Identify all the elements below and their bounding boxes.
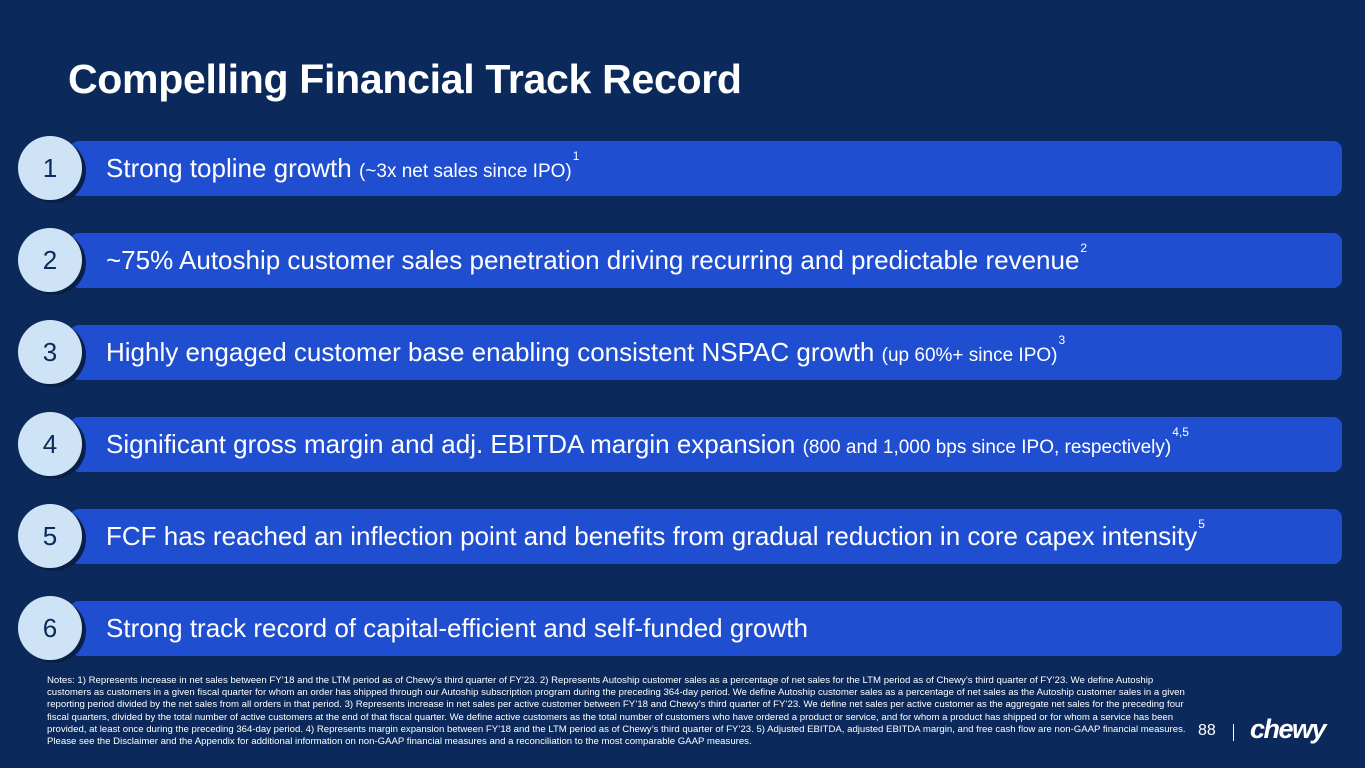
item-text: Strong track record of capital-efficient… — [106, 601, 808, 656]
title: Compelling Financial Track Record — [68, 56, 742, 102]
item-bar: ~75% Autoship customer sales penetration… — [70, 233, 1342, 288]
footnote-ref: 1 — [572, 149, 580, 163]
item-text: FCF has reached an inflection point and … — [106, 509, 1205, 564]
item-main: Significant gross margin and adj. EBITDA… — [106, 429, 796, 459]
item-main: Strong track record of capital-efficient… — [106, 613, 808, 643]
footnote-ref: 3 — [1058, 333, 1066, 347]
item-text: Significant gross margin and adj. EBITDA… — [106, 417, 1189, 475]
item-bar: FCF has reached an inflection point and … — [70, 509, 1342, 564]
footnote-ref: 4,5 — [1172, 425, 1189, 439]
item-number: 6 — [18, 596, 82, 660]
item-text: ~75% Autoship customer sales penetration… — [106, 233, 1087, 288]
item-main: ~75% Autoship customer sales penetration… — [106, 245, 1080, 275]
item-bar: Significant gross margin and adj. EBITDA… — [70, 417, 1342, 472]
item-bar: Strong topline growth (~3x net sales sin… — [70, 141, 1342, 196]
item-number: 4 — [18, 412, 82, 476]
item-detail: (~3x net sales since IPO) — [358, 161, 572, 182]
item-detail: (up 60%+ since IPO) — [881, 345, 1058, 366]
notes: Notes: 1) Represents increase in net sal… — [47, 675, 1186, 748]
item-main: Highly engaged customer base enabling co… — [106, 337, 875, 367]
logo: chewy — [1250, 714, 1327, 744]
separator — [1233, 724, 1234, 741]
item-detail: (800 and 1,000 bps since IPO, respective… — [802, 437, 1172, 458]
footnote-ref: 2 — [1080, 241, 1088, 255]
item-bar: Strong track record of capital-efficient… — [70, 601, 1342, 656]
item-number: 1 — [18, 136, 82, 200]
item-main: FCF has reached an inflection point and … — [106, 521, 1198, 551]
item-main: Strong topline growth — [106, 153, 352, 183]
item-number: 5 — [18, 504, 82, 568]
item-text: Highly engaged customer base enabling co… — [106, 325, 1065, 383]
footnote-ref: 5 — [1198, 517, 1205, 531]
item-bar: Highly engaged customer base enabling co… — [70, 325, 1342, 380]
page-number: 88 — [1198, 722, 1216, 739]
item-number: 3 — [18, 320, 82, 384]
item-number: 2 — [18, 228, 82, 292]
item-text: Strong topline growth (~3x net sales sin… — [106, 141, 579, 199]
